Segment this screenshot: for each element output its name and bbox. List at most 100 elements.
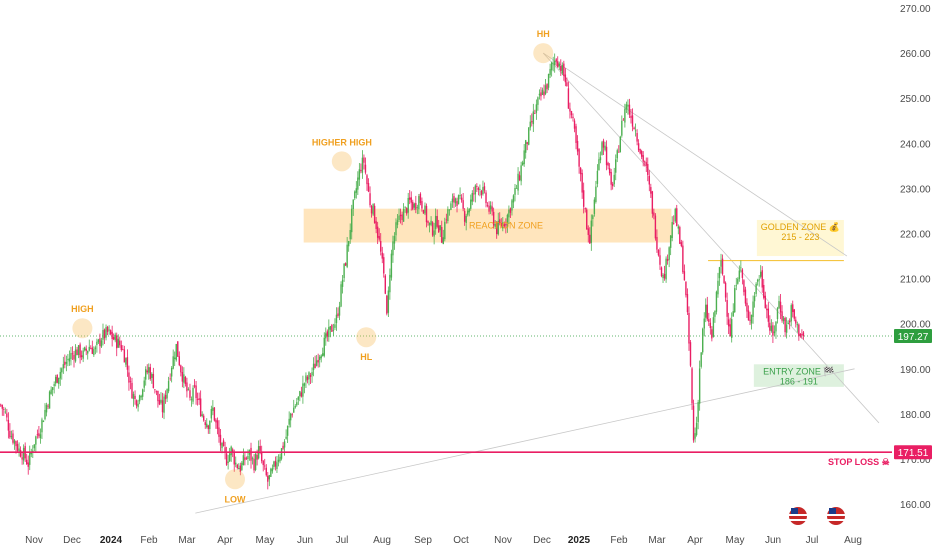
candle-body: [668, 247, 670, 260]
candle-body: [775, 321, 777, 332]
candle-body: [39, 434, 42, 439]
candle-body: [335, 314, 338, 324]
candle-body: [727, 319, 730, 327]
candle-body: [227, 461, 229, 463]
candle-body: [413, 203, 415, 208]
flag-icon[interactable]: [827, 507, 845, 525]
flag-icon[interactable]: [789, 507, 807, 525]
candle-body: [431, 222, 434, 236]
x-tick-label: Mar: [178, 535, 196, 546]
candle-body: [51, 387, 54, 391]
candle-body: [720, 260, 722, 267]
candle-body: [117, 338, 119, 348]
candle-body: [180, 365, 182, 373]
candle-body: [729, 324, 731, 337]
candle-body: [235, 462, 237, 465]
y-tick-label: 170.00: [900, 455, 931, 466]
candle-body: [274, 460, 277, 467]
entry-zone-box: [753, 364, 844, 387]
candle-body: [767, 308, 770, 322]
candle-body: [795, 319, 797, 324]
candle-body: [100, 340, 103, 347]
candle-body: [418, 196, 420, 210]
candle-body: [367, 183, 370, 192]
candle-body: [224, 447, 226, 452]
candle-body: [526, 142, 528, 144]
candle-body: [13, 440, 16, 444]
candle-body: [18, 448, 20, 452]
candle-body: [579, 167, 582, 175]
hl-label: HL: [360, 352, 372, 362]
candle-body: [439, 225, 441, 231]
candle-body: [546, 83, 548, 90]
candle-body: [308, 372, 310, 380]
candle-body: [375, 221, 377, 230]
candle-body: [398, 215, 400, 221]
candle-body: [492, 211, 495, 226]
candle-body: [306, 376, 309, 380]
candle-body: [630, 115, 632, 118]
candle-body: [10, 436, 13, 438]
candle-body: [441, 227, 443, 243]
candle-body: [561, 65, 564, 74]
x-tick-label: Dec: [63, 535, 81, 546]
candle-body: [151, 373, 153, 378]
candle-body: [256, 454, 258, 460]
candle-body: [172, 356, 174, 369]
candle-body: [196, 399, 199, 401]
candle-body: [68, 358, 71, 362]
candle-body: [799, 333, 802, 337]
candle-body: [650, 187, 652, 194]
candle-body: [135, 400, 138, 406]
candle-body: [721, 258, 724, 275]
candle-body: [76, 349, 78, 356]
candle-body: [529, 121, 531, 128]
candle-body: [370, 206, 373, 214]
candle-body: [363, 157, 365, 163]
candle-body: [473, 193, 475, 195]
x-tick-label: Feb: [140, 535, 158, 546]
candle-body: [137, 403, 139, 408]
candle-body: [311, 372, 313, 376]
candle-body: [615, 159, 617, 173]
candle-body: [154, 389, 156, 391]
candle-body: [373, 205, 376, 224]
candle-body: [140, 395, 142, 398]
candle-body: [79, 344, 81, 358]
candle-body: [189, 390, 191, 398]
candle-body: [766, 308, 768, 311]
candle-body: [294, 406, 296, 408]
candle-body: [218, 427, 220, 437]
candle-body: [288, 418, 290, 425]
candle-body: [381, 252, 383, 259]
candle-body: [412, 201, 414, 210]
candle-body: [732, 311, 734, 317]
candle-body: [88, 346, 90, 351]
candle-body: [318, 356, 321, 360]
candle-body: [93, 349, 95, 356]
candle-body: [436, 216, 438, 227]
candle-body: [22, 447, 25, 461]
candle-body: [753, 296, 756, 302]
candle-body: [47, 405, 49, 407]
candle-body: [56, 374, 58, 383]
candle-body: [454, 198, 457, 204]
candle-body: [674, 208, 676, 222]
candle-body: [270, 468, 272, 477]
candle-body: [628, 104, 631, 115]
candle-body: [607, 162, 609, 166]
candle-body: [759, 271, 762, 277]
candle-body: [392, 241, 394, 256]
candle-body: [706, 304, 708, 320]
candle-body: [112, 337, 115, 340]
candle-body: [564, 74, 567, 83]
candle-body: [212, 407, 214, 411]
candle-body: [593, 199, 596, 214]
y-tick-label: 190.00: [900, 365, 931, 376]
candle-body: [486, 205, 489, 206]
candle-body: [366, 175, 368, 185]
candle-body: [181, 372, 184, 382]
candle-body: [605, 146, 608, 166]
candle-body: [380, 241, 382, 252]
